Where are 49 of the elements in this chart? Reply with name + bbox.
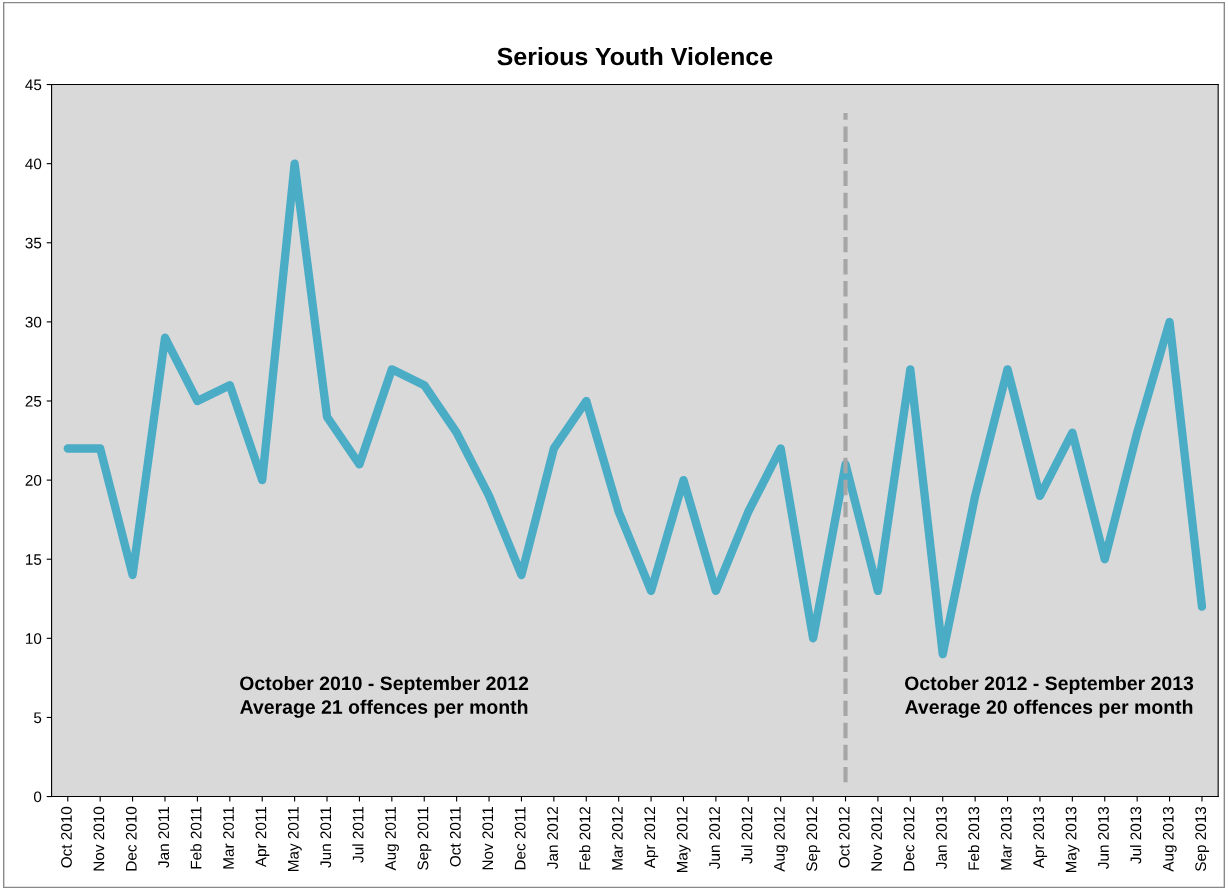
y-tick-label: 40 xyxy=(25,158,42,170)
y-tick-label: 45 xyxy=(25,79,42,91)
x-tick-label: Jan 2011 xyxy=(158,807,170,868)
y-tick-label: 25 xyxy=(25,395,42,407)
x-tick-label: Feb 2013 xyxy=(968,806,980,870)
x-tick-label: Jan 2013 xyxy=(936,806,947,869)
x-tick-label: Nov 2010 xyxy=(93,806,105,871)
x-tick-label: Aug 2011 xyxy=(385,807,399,871)
annotation: October 2010 - September 2012 Average 21 offences per month xyxy=(240,675,529,718)
y-tick-label: 30 xyxy=(25,316,42,328)
x-tick-label: Sep 2012 xyxy=(806,807,821,871)
y-tick-label: 0 xyxy=(33,791,42,803)
x-tick-label: Nov 2012 xyxy=(871,807,883,871)
x-tick-label: Jun 2012 xyxy=(709,807,720,869)
chart-title: Serious Youth Violence xyxy=(497,46,773,66)
x-tick-label: Sep 2013 xyxy=(1195,806,1210,871)
x-tick-label: Jul 2013 xyxy=(1130,806,1142,864)
y-tick-label: 5 xyxy=(33,712,42,724)
x-tick-label: Nov 2011 xyxy=(482,807,494,870)
x-tick-label: Feb 2012 xyxy=(579,807,591,870)
x-tick-label: Mar 2013 xyxy=(1000,806,1012,870)
x-tick-label: Dec 2010 xyxy=(125,806,137,871)
annotation: October 2012 - September 2013 Average 20 offences per month xyxy=(905,675,1194,718)
x-tick-label: Dec 2012 xyxy=(903,807,915,871)
y-tick-label: 15 xyxy=(26,554,42,565)
x-tick-label: Mar 2012 xyxy=(611,807,623,870)
x-tick-label: Oct 2010 xyxy=(61,806,72,868)
y-tick-label: 20 xyxy=(25,474,42,486)
x-tick-label: Jul 2012 xyxy=(741,807,753,864)
x-tick-label: Oct 2011 xyxy=(449,807,461,867)
y-tick-label: 10 xyxy=(26,633,42,645)
x-tick-label: Apr 2013 xyxy=(1033,806,1048,869)
x-tick-label: May 2013 xyxy=(1065,806,1080,873)
y-tick-label: 35 xyxy=(25,237,42,249)
x-tick-label: Jul 2011 xyxy=(352,807,364,863)
x-tick-label: Apr 2011 xyxy=(255,807,270,868)
x-tick-label: Jun 2011 xyxy=(320,807,332,868)
x-tick-label: Dec 2011 xyxy=(514,807,526,870)
x-tick-label: Feb 2011 xyxy=(190,807,202,869)
x-tick-label: Apr 2012 xyxy=(644,807,659,869)
x-tick-label: Jan 2012 xyxy=(547,807,558,869)
x-tick-label: Sep 2011 xyxy=(417,807,432,870)
x-tick-label: Mar 2011 xyxy=(223,807,234,869)
x-tick-label: Oct 2012 xyxy=(838,807,850,868)
x-tick-label: Jun 2013 xyxy=(1098,806,1109,869)
x-tick-label: Aug 2013 xyxy=(1162,806,1177,872)
x-tick-label: May 2011 xyxy=(287,807,302,871)
x-tick-label: Aug 2012 xyxy=(773,807,788,872)
x-tick-label: May 2012 xyxy=(676,807,691,873)
